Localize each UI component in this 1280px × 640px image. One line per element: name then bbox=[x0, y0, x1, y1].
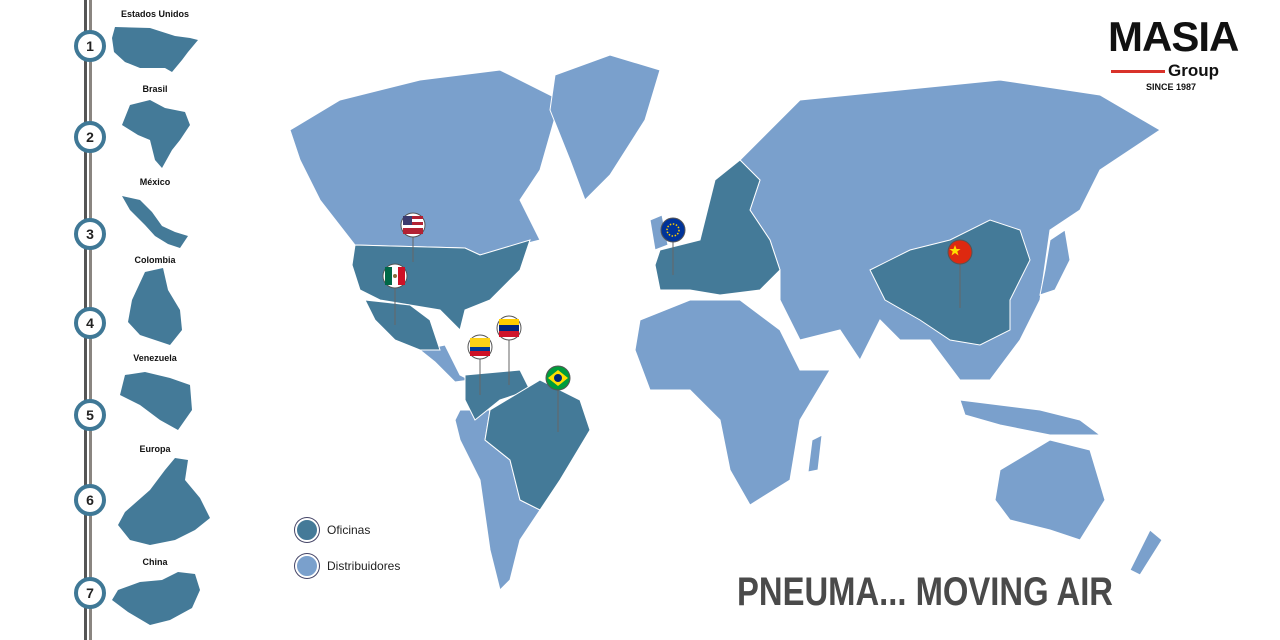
new-zealand bbox=[1129, 529, 1163, 576]
slogan: PNEUMA... MOVING AIR bbox=[737, 570, 1114, 614]
europe bbox=[654, 159, 781, 296]
colombia-venezuela bbox=[464, 369, 531, 421]
usa bbox=[351, 239, 531, 331]
china-pin bbox=[947, 239, 973, 308]
venezuela-pin bbox=[496, 315, 522, 385]
usa-shape bbox=[112, 27, 198, 72]
masia-logo: MASIA Group SINCE 1987 bbox=[1108, 14, 1248, 94]
step-5: 5 bbox=[74, 399, 106, 431]
canada bbox=[289, 69, 561, 256]
china bbox=[869, 219, 1031, 346]
brazil-shape bbox=[122, 100, 190, 168]
country-label: Brasil bbox=[142, 84, 168, 94]
legend-oficinas: Oficinas bbox=[295, 518, 370, 542]
logo-red-bar bbox=[1111, 70, 1165, 73]
madagascar bbox=[807, 434, 823, 473]
oficinas-regions bbox=[351, 159, 1031, 511]
australia bbox=[994, 439, 1106, 541]
distribuidores-swatch bbox=[295, 554, 319, 578]
country-label: China bbox=[142, 557, 168, 567]
step-7: 7 bbox=[74, 577, 106, 609]
step-3: 3 bbox=[74, 218, 106, 250]
usa-pin bbox=[400, 212, 426, 262]
brazil-pin bbox=[545, 365, 571, 432]
japan bbox=[1039, 229, 1071, 296]
step-1: 1 bbox=[74, 30, 106, 62]
legend-oficinas-label: Oficinas bbox=[327, 523, 371, 537]
logo-name: MASIA bbox=[1108, 13, 1239, 60]
colombia-flag bbox=[470, 338, 490, 347]
distribuidores-regions bbox=[289, 54, 1163, 591]
china-shape bbox=[112, 572, 200, 625]
timeline-country-shapes bbox=[112, 27, 210, 625]
mexico-shape bbox=[122, 196, 188, 248]
indonesia bbox=[959, 399, 1102, 436]
colombia-pin bbox=[467, 334, 493, 395]
china-flag-star bbox=[949, 245, 961, 256]
legend-distribuidores: Distribuidores bbox=[295, 554, 400, 578]
mexico-flag bbox=[385, 267, 392, 285]
africa bbox=[634, 299, 831, 506]
china-flag bbox=[947, 239, 973, 265]
mexico bbox=[364, 299, 441, 351]
flag-pins bbox=[382, 212, 973, 432]
central-america bbox=[418, 344, 472, 383]
venezuela-flag bbox=[499, 319, 519, 325]
country-label: Europa bbox=[139, 444, 171, 454]
europe-shape bbox=[118, 458, 210, 545]
logo-since: SINCE 1987 bbox=[1146, 82, 1197, 92]
step-4: 4 bbox=[74, 307, 106, 339]
eu-pin bbox=[660, 217, 686, 275]
eu-flag bbox=[660, 217, 686, 243]
country-label: Colombia bbox=[134, 255, 176, 265]
step-6: 6 bbox=[74, 484, 106, 516]
greenland bbox=[549, 54, 661, 201]
legend-distribuidores-label: Distribuidores bbox=[327, 559, 401, 573]
step-2: 2 bbox=[74, 121, 106, 153]
country-label: Estados Unidos bbox=[120, 9, 189, 19]
country-label: Venezuela bbox=[133, 353, 177, 363]
venezuela-shape bbox=[120, 372, 192, 430]
country-label: México bbox=[139, 177, 171, 187]
colombia-shape bbox=[128, 268, 182, 345]
logo-sub: Group bbox=[1168, 61, 1219, 80]
oficinas-swatch bbox=[295, 518, 319, 542]
mexico-pin bbox=[382, 263, 408, 325]
